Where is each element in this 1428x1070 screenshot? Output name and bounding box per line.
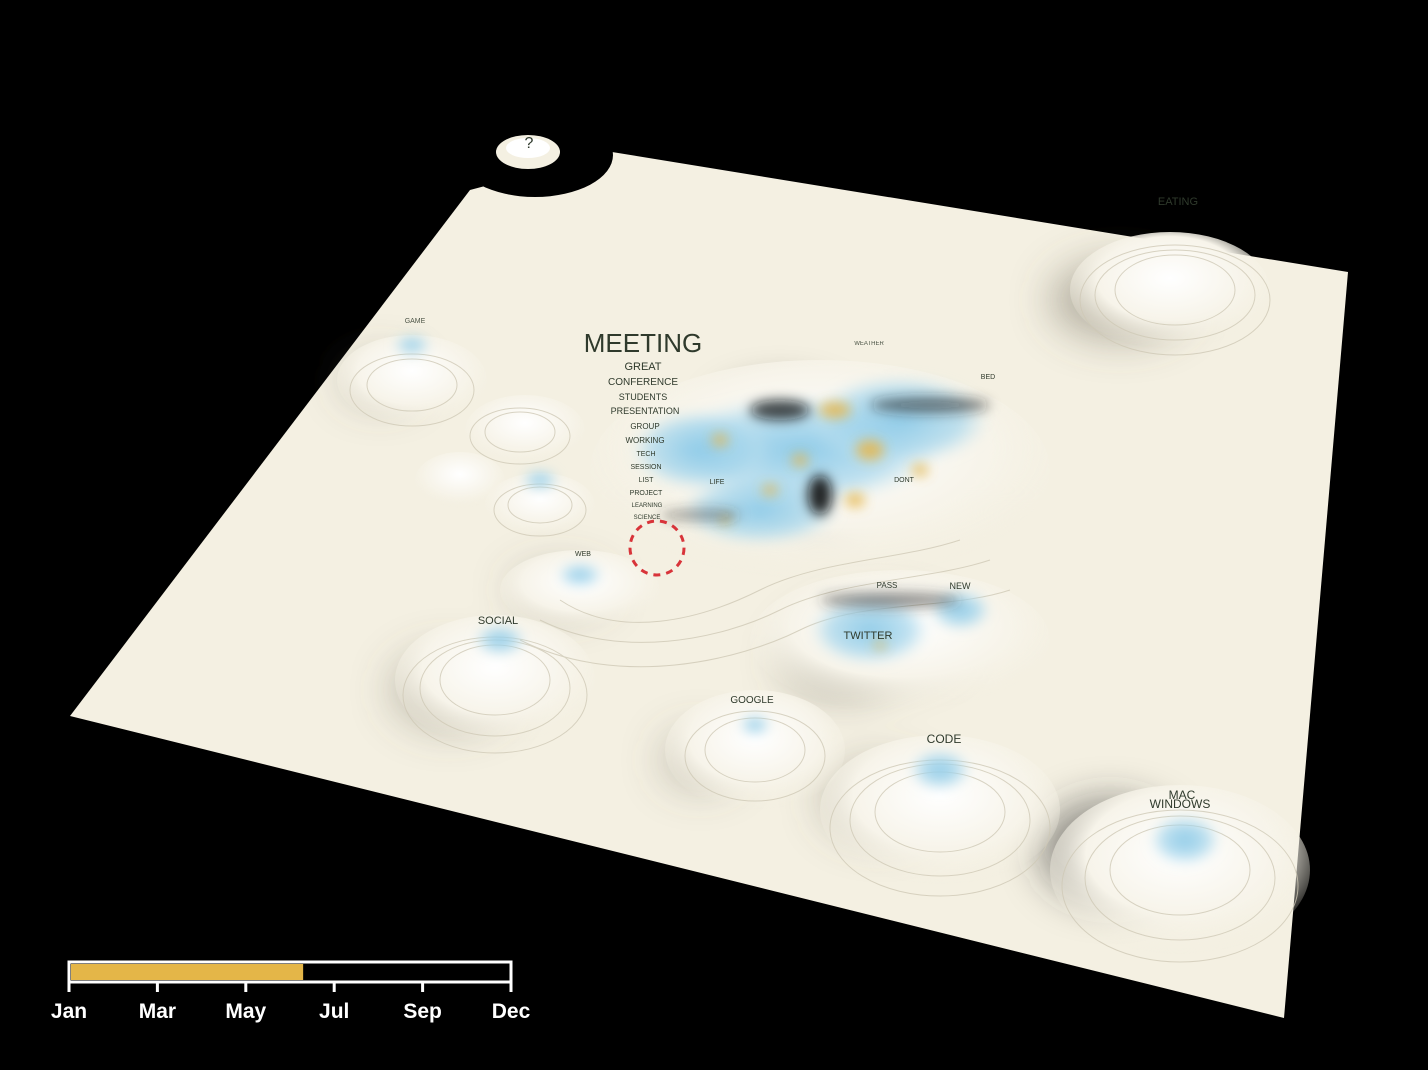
ridge-shadows (660, 397, 990, 608)
activity-highlights (712, 402, 928, 649)
selection-marker[interactable] (628, 519, 686, 577)
timeline-ticks (67, 982, 513, 992)
label-life: LIFE (710, 479, 725, 486)
label-game: GAME (405, 318, 426, 325)
label-google: GOOGLE (730, 695, 774, 706)
orphan-peak[interactable]: ? (496, 135, 560, 169)
meeting-related-item: PRESENTATION (611, 406, 680, 416)
timeline-month-label: Jul (319, 1000, 350, 1023)
meeting-related-item: SCIENCE (634, 515, 661, 521)
label-dont: DONT (894, 477, 915, 484)
meeting-related-item: PROJECT (630, 490, 663, 497)
hill-google (665, 690, 845, 810)
orphan-peak-label: ? (525, 135, 534, 152)
timeline-month-label: Sep (403, 1000, 442, 1023)
timeline-month-label: Jan (50, 1000, 88, 1023)
label-windows: WINDOWS (1150, 797, 1211, 811)
hill-eating (1070, 232, 1270, 348)
timeline-month-label: Dec (491, 1000, 531, 1023)
label-weather: WEATHER (854, 341, 884, 347)
meeting-related-item: STUDENTS (619, 392, 668, 402)
meeting-related-item: WORKING (625, 436, 664, 445)
meeting-related-item: CONFERENCE (608, 377, 678, 388)
meeting-related-item: LIST (639, 477, 655, 484)
topic-labels: MEETING GREAT CONFERENCE STUDENTS PRESEN… (405, 196, 1211, 811)
meeting-related-list: GREAT CONFERENCE STUDENTS PRESENTATION G… (608, 361, 679, 521)
timeline-slider[interactable]: Jan Mar May Jul Sep Dec (50, 958, 532, 1038)
label-twitter: TWITTER (844, 630, 893, 642)
meeting-related-item: GREAT (624, 361, 661, 373)
label-mac: MAC (1169, 788, 1196, 802)
label-code: CODE (927, 732, 962, 746)
label-pass: PASS (877, 581, 898, 590)
meeting-related-item: SESSION (630, 464, 661, 471)
hill-code (820, 735, 1060, 885)
timeline-month-label: Mar (138, 1000, 177, 1023)
hill-social (395, 615, 595, 745)
hills (337, 232, 1310, 955)
meeting-related-item: LEARNING (632, 503, 663, 509)
timeline-month-label: May (225, 1000, 267, 1023)
label-meeting: MEETING (584, 328, 702, 358)
meeting-related-item: GROUP (630, 422, 659, 431)
label-eating: EATING (1158, 196, 1198, 208)
label-bed: BED (981, 374, 995, 381)
hill-game (337, 335, 487, 425)
label-web: WEB (575, 551, 591, 558)
timeline-progress-fill (71, 964, 304, 980)
meeting-related-item: TECH (636, 451, 655, 458)
hill-mac (1050, 785, 1310, 955)
label-new: NEW (950, 581, 972, 591)
label-social: SOCIAL (478, 615, 518, 627)
